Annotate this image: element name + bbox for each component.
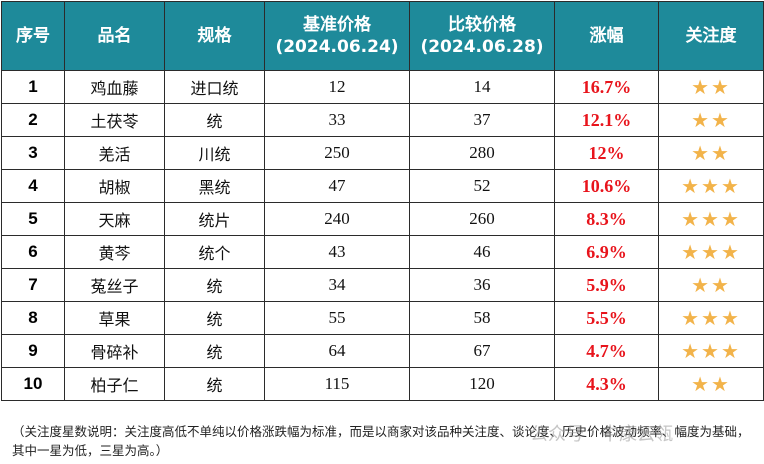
row-base-price: 250: [264, 136, 410, 170]
row-change: 12%: [554, 136, 659, 170]
table-row: 2 土茯苓 统 33 37 12.1% ★★: [1, 103, 764, 137]
row-star-rating: ★★★: [658, 169, 764, 203]
table-row: 3 羌活 川统 250 280 12% ★★: [1, 136, 764, 170]
row-star-rating: ★★★: [658, 202, 764, 236]
row-name: 土茯苓: [64, 103, 165, 137]
row-compare-price: 120: [409, 367, 555, 401]
row-star-rating: ★★★: [658, 235, 764, 269]
row-spec: 统: [164, 367, 265, 401]
price-change-table: 序号 品名 规格 基准价格 (2024.06.24) 比较价格 (2024.06…: [1, 1, 764, 401]
table-row: 8 草果 统 55 58 5.5% ★★★: [1, 301, 764, 335]
row-compare-price: 67: [409, 334, 555, 368]
row-compare-price: 14: [409, 70, 555, 104]
header-compare-price-title: 比较价格: [448, 15, 516, 35]
row-name: 黄芩: [64, 235, 165, 269]
header-attention: 关注度: [658, 1, 764, 71]
watermark: 公众号 · 中康云瓴: [530, 424, 674, 445]
row-no: 6: [1, 235, 65, 269]
row-name: 草果: [64, 301, 165, 335]
table-row: 7 菟丝子 统 34 36 5.9% ★★: [1, 268, 764, 302]
row-spec: 川统: [164, 136, 265, 170]
table-row: 4 胡椒 黑统 47 52 10.6% ★★★: [1, 169, 764, 203]
row-spec: 统: [164, 301, 265, 335]
row-compare-price: 46: [409, 235, 555, 269]
row-star-rating: ★★: [658, 70, 764, 104]
row-base-price: 34: [264, 268, 410, 302]
row-compare-price: 260: [409, 202, 555, 236]
row-change: 6.9%: [554, 235, 659, 269]
row-star-rating: ★★: [658, 367, 764, 401]
row-change: 16.7%: [554, 70, 659, 104]
table-row: 1 鸡血藤 进口统 12 14 16.7% ★★: [1, 70, 764, 104]
row-change: 5.9%: [554, 268, 659, 302]
row-spec: 统: [164, 268, 265, 302]
row-base-price: 12: [264, 70, 410, 104]
row-base-price: 43: [264, 235, 410, 269]
table-row: 5 天麻 统片 240 260 8.3% ★★★: [1, 202, 764, 236]
row-no: 10: [1, 367, 65, 401]
row-name: 胡椒: [64, 169, 165, 203]
rating-footnote: （关注度星数说明：关注度高低不单纯以价格涨跌幅为标准，而是以商家对该品种关注度、…: [12, 424, 750, 458]
table-row: 6 黄芩 统个 43 46 6.9% ★★★: [1, 235, 764, 269]
row-base-price: 33: [264, 103, 410, 137]
header-change: 涨幅: [554, 1, 659, 71]
row-change: 5.5%: [554, 301, 659, 335]
row-base-price: 240: [264, 202, 410, 236]
row-compare-price: 36: [409, 268, 555, 302]
row-base-price: 115: [264, 367, 410, 401]
row-no: 9: [1, 334, 65, 368]
row-change: 4.7%: [554, 334, 659, 368]
row-no: 7: [1, 268, 65, 302]
row-spec: 统: [164, 103, 265, 137]
row-spec: 统片: [164, 202, 265, 236]
row-name: 天麻: [64, 202, 165, 236]
row-star-rating: ★★★: [658, 301, 764, 335]
row-no: 5: [1, 202, 65, 236]
row-spec: 统个: [164, 235, 265, 269]
header-no: 序号: [1, 1, 65, 71]
row-no: 8: [1, 301, 65, 335]
header-compare-price-date: (2024.06.28): [420, 37, 544, 57]
row-spec: 统: [164, 334, 265, 368]
header-base-price-date: (2024.06.24): [275, 37, 399, 57]
row-base-price: 47: [264, 169, 410, 203]
row-change: 4.3%: [554, 367, 659, 401]
row-base-price: 64: [264, 334, 410, 368]
header-base-price: 基准价格 (2024.06.24): [264, 1, 410, 71]
table-row: 10 柏子仁 统 115 120 4.3% ★★: [1, 367, 764, 401]
row-compare-price: 280: [409, 136, 555, 170]
table-row: 9 骨碎补 统 64 67 4.7% ★★★: [1, 334, 764, 368]
row-no: 4: [1, 169, 65, 203]
row-change: 10.6%: [554, 169, 659, 203]
row-star-rating: ★★: [658, 268, 764, 302]
row-compare-price: 37: [409, 103, 555, 137]
row-change: 12.1%: [554, 103, 659, 137]
row-spec: 黑统: [164, 169, 265, 203]
row-no: 1: [1, 70, 65, 104]
row-change: 8.3%: [554, 202, 659, 236]
row-no: 2: [1, 103, 65, 137]
row-base-price: 55: [264, 301, 410, 335]
header-spec: 规格: [164, 1, 265, 71]
header-name: 品名: [64, 1, 165, 71]
row-spec: 进口统: [164, 70, 265, 104]
row-compare-price: 52: [409, 169, 555, 203]
row-name: 柏子仁: [64, 367, 165, 401]
row-name: 羌活: [64, 136, 165, 170]
row-star-rating: ★★★: [658, 334, 764, 368]
row-compare-price: 58: [409, 301, 555, 335]
row-name: 菟丝子: [64, 268, 165, 302]
header-base-price-title: 基准价格: [303, 15, 371, 35]
table-header-row: 序号 品名 规格 基准价格 (2024.06.24) 比较价格 (2024.06…: [1, 1, 764, 71]
row-name: 骨碎补: [64, 334, 165, 368]
row-star-rating: ★★: [658, 136, 764, 170]
row-no: 3: [1, 136, 65, 170]
header-compare-price: 比较价格 (2024.06.28): [409, 1, 555, 71]
row-star-rating: ★★: [658, 103, 764, 137]
row-name: 鸡血藤: [64, 70, 165, 104]
